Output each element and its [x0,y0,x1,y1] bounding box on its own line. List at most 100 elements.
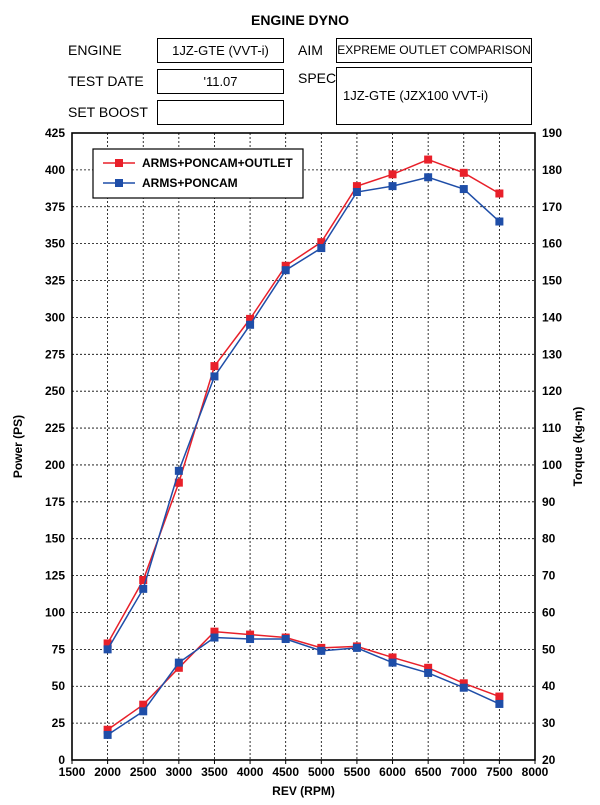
power-point [281,266,290,275]
y2-tick-label: 120 [542,384,562,398]
plot-frame [71,132,536,761]
torque-point [388,658,397,667]
power-point [424,173,433,182]
y-tick-label: 150 [45,532,65,546]
torque-point [174,663,183,672]
torque-point [174,658,183,667]
power-point [281,261,290,270]
power-point [103,639,112,648]
x-tick-label: 8000 [522,765,549,779]
torque-point [103,730,112,739]
x-tick-label: 6000 [379,765,406,779]
y-tick-label: 25 [52,716,66,730]
x-tick-label: 2000 [94,765,121,779]
x-tick-label: 3500 [201,765,228,779]
page-title: ENGINE DYNO [250,12,349,28]
legend: ARMS+PONCAM+OUTLET ARMS+PONCAM [92,148,304,199]
power-point [174,478,183,487]
power-line [106,158,500,644]
legend-marker [115,179,123,187]
y-tick-label: 175 [45,495,65,509]
power-point [352,188,361,197]
power-point [139,576,148,585]
power-point [388,170,397,179]
power-point [388,182,397,191]
y2-tick-label: 100 [542,458,562,472]
y2-axis-title: Torque (kg-m) [571,407,585,487]
torque-point [139,700,148,709]
legend-label: ARMS+PONCAM+OUTLET [142,156,293,170]
power-point [103,645,112,654]
torque-point [246,630,255,639]
power-point [210,362,219,371]
y-tick-label: 0 [58,753,65,767]
torque-point [246,635,255,644]
y2-tick-label: 170 [542,200,562,214]
y2-tick-label: 140 [542,310,562,324]
torque-point [424,668,433,677]
power-point [174,466,183,475]
y2-tick-label: 130 [542,347,562,361]
power-line [106,176,500,650]
y2-tick-label: 190 [542,126,562,140]
y-tick-label: 75 [52,642,66,656]
y-tick-label: 275 [45,347,65,361]
power-point [317,238,326,247]
engine-value-box: 1JZ-GTE (VVT-i) [157,38,284,63]
y2-tick-label: 70 [542,569,556,583]
y2-tick-label: 110 [542,421,562,435]
y-tick-label: 350 [45,237,65,251]
power-point [495,189,504,198]
power-point [246,320,255,329]
power-point [459,185,468,194]
y-axis-title: Power (PS) [11,415,25,478]
torque-point [210,627,219,636]
torque-point [317,646,326,655]
torque-line [107,636,500,736]
y-tick-label: 225 [45,421,65,435]
torque-point [352,643,361,652]
x-tick-label: 7000 [450,765,477,779]
test-date-value-box: '11.07 [157,69,284,94]
y2-tick-label: 30 [542,716,556,730]
power-point [139,584,148,593]
y-tick-label: 325 [45,274,65,288]
x-tick-label: 2500 [130,765,157,779]
spec-label: SPEC [298,70,337,86]
torque-point [495,692,504,701]
power-point [246,314,255,323]
y-tick-label: 50 [52,679,66,693]
torque-point [424,663,433,672]
set-boost-value-box [157,100,284,125]
y-tick-label: 300 [45,310,65,324]
x-tick-label: 5000 [308,765,335,779]
x-tick-label: 5500 [344,765,371,779]
power-point [317,244,326,253]
aim-value-box: EXPREME OUTLET COMPARISON [336,38,532,63]
torque-point [210,633,219,642]
power-point [352,182,361,191]
x-axis-title: REV (RPM) [272,784,335,798]
x-tick-label: 4000 [237,765,264,779]
y2-tick-label: 80 [542,532,556,546]
y2-tick-label: 40 [542,679,556,693]
x-tick-label: 3000 [165,765,192,779]
power-point [459,168,468,177]
y-tick-label: 425 [45,126,65,140]
x-tick-label: 6500 [415,765,442,779]
y2-tick-label: 20 [542,753,556,767]
y-tick-label: 125 [45,569,65,583]
torque-point [388,653,397,662]
power-point [210,372,219,381]
y-tick-label: 375 [45,200,65,214]
aim-label: AIM [298,42,323,58]
torque-point [459,683,468,692]
y-tick-label: 250 [45,384,65,398]
y2-tick-label: 150 [542,274,562,288]
y-tick-label: 200 [45,458,65,472]
y2-tick-label: 50 [542,642,556,656]
x-tick-label: 1500 [59,765,86,779]
legend-marker [115,159,123,167]
x-tick-label: 7500 [486,765,513,779]
